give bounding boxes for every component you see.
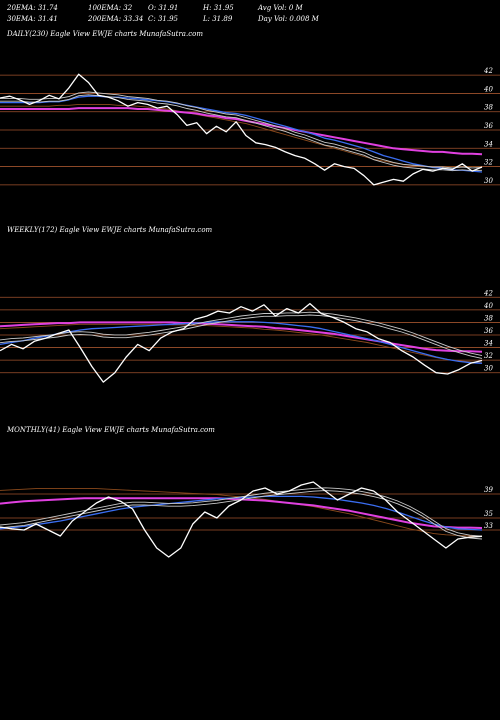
series-ema-long bbox=[0, 321, 483, 353]
y-tick-label: 32 bbox=[484, 352, 493, 360]
series-ema-mid bbox=[0, 95, 483, 173]
close-label: C: 31.95 bbox=[148, 15, 178, 23]
avg-vol-label: Avg Vol: 0 M bbox=[258, 4, 303, 12]
y-tick-label: 36 bbox=[484, 327, 493, 335]
y-tick-label: 34 bbox=[484, 140, 493, 148]
day-vol-label: Day Vol: 0.008 M bbox=[258, 15, 319, 23]
ema20-label: 20EMA: 31.74 bbox=[7, 4, 58, 12]
y-tick-label: 39 bbox=[484, 486, 493, 494]
y-tick-label: 30 bbox=[484, 177, 493, 185]
y-tick-label: 32 bbox=[484, 159, 493, 167]
y-tick-label: 36 bbox=[484, 122, 493, 130]
y-tick-label: 30 bbox=[484, 365, 493, 373]
y-tick-label: 33 bbox=[484, 522, 493, 530]
y-tick-label: 40 bbox=[483, 85, 493, 93]
high-label: H: 31.95 bbox=[203, 4, 234, 12]
y-tick-label: 42 bbox=[483, 289, 493, 297]
ema200-label: 200EMA: 33.34 bbox=[88, 15, 144, 23]
ema30-label: 30EMA: 31.41 bbox=[7, 15, 58, 23]
daily-chart: 42 40 38 36 34 32 30 bbox=[0, 67, 500, 186]
series-ema-fast-upper bbox=[0, 311, 483, 357]
y-tick-label: 40 bbox=[483, 302, 493, 310]
series-ema-fast-lower bbox=[0, 94, 483, 172]
weekly-chart-title: WEEKLY(172) Eagle View EWJE charts Munaf… bbox=[7, 226, 213, 234]
series-ema-fast-upper bbox=[0, 91, 483, 169]
monthly-chart-title: MONTHLY(41) Eagle View EWJE charts Munaf… bbox=[7, 426, 215, 434]
series-ema-mid bbox=[0, 495, 483, 531]
y-tick-label: 42 bbox=[483, 67, 493, 75]
series-ema-slow bbox=[0, 488, 482, 537]
y-tick-label: 38 bbox=[484, 314, 493, 322]
series-price bbox=[0, 481, 483, 558]
series-price bbox=[0, 302, 483, 383]
y-tick-label: 34 bbox=[484, 340, 493, 348]
series-ema-slow bbox=[0, 323, 483, 364]
series-ema-mid bbox=[0, 321, 483, 364]
series-ema-slow bbox=[0, 103, 482, 168]
ema100-label: 100EMA: 32 bbox=[88, 4, 133, 12]
series-price bbox=[0, 73, 483, 186]
series-ema-fast-lower bbox=[0, 314, 483, 359]
daily-chart-title: DAILY(230) Eagle View EWJE charts Munafa… bbox=[7, 30, 203, 38]
weekly-chart: 42 40 38 36 34 32 30 bbox=[0, 289, 500, 383]
series-ema-fast-upper bbox=[0, 487, 483, 537]
open-label: O: 31.91 bbox=[148, 4, 179, 12]
y-tick-label: 38 bbox=[484, 104, 493, 112]
monthly-chart: 39 35 33 bbox=[0, 481, 500, 558]
series-ema-long bbox=[0, 107, 483, 156]
low-label: L: 31.89 bbox=[203, 15, 233, 23]
y-tick-label: 35 bbox=[484, 510, 493, 518]
